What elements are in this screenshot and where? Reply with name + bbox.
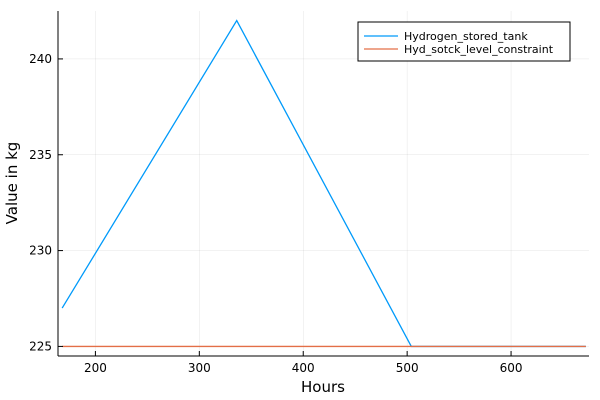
x-ticks: 200 300 400 500 600 (84, 351, 523, 375)
legend-box (357, 21, 571, 62)
series-line-1 (61, 19, 586, 348)
x-tick-label: 200 (84, 361, 107, 375)
y-tick-label: 230 (29, 244, 52, 258)
y-tick-label: 225 (29, 339, 52, 353)
x-tick-label: 400 (292, 361, 315, 375)
legend: Hydrogen_stored_tankHyd_sotck_level_cons… (357, 21, 571, 62)
x-tick-label: 600 (500, 361, 523, 375)
series-layer (61, 19, 586, 348)
y-axis-label: Value in kg (3, 142, 21, 225)
legend-label-1: Hydrogen_stored_tank (404, 30, 528, 43)
y-tick-label: 240 (29, 52, 52, 66)
y-tick-label: 235 (29, 148, 52, 162)
x-tick-label: 500 (396, 361, 419, 375)
legend-label-2: Hyd_sotck_level_constraint (404, 43, 554, 56)
axes (57, 11, 589, 357)
x-axis-label: Hours (301, 378, 345, 396)
y-ticks: 225 230 235 240 (29, 52, 63, 353)
x-tick-label: 300 (188, 361, 211, 375)
